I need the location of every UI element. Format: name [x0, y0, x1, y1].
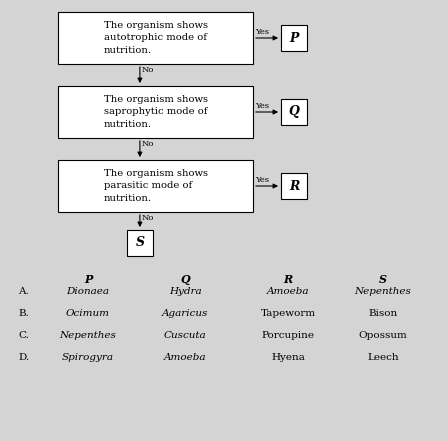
Text: P: P — [289, 31, 299, 45]
Text: B.: B. — [18, 310, 29, 318]
Text: Hydra: Hydra — [169, 288, 201, 296]
Text: Agaricus: Agaricus — [162, 310, 208, 318]
Text: Amoeba: Amoeba — [164, 354, 206, 363]
Text: Bison: Bison — [368, 310, 398, 318]
FancyBboxPatch shape — [58, 160, 253, 212]
Text: The organism shows
autotrophic mode of
nutrition.: The organism shows autotrophic mode of n… — [103, 21, 207, 55]
FancyBboxPatch shape — [58, 12, 253, 64]
Text: Yes: Yes — [255, 28, 269, 36]
Text: The organism shows
parasitic mode of
nutrition.: The organism shows parasitic mode of nut… — [103, 169, 207, 203]
Text: D.: D. — [18, 354, 29, 363]
Text: Opossum: Opossum — [359, 332, 407, 340]
Text: Dionaea: Dionaea — [66, 288, 109, 296]
Text: S: S — [135, 236, 144, 250]
Text: P: P — [84, 274, 92, 285]
Text: Cuscuta: Cuscuta — [164, 332, 207, 340]
Text: C.: C. — [18, 332, 29, 340]
Text: Leech: Leech — [367, 354, 399, 363]
Text: No: No — [142, 214, 154, 222]
Text: Yes: Yes — [255, 102, 269, 110]
Text: Q: Q — [180, 274, 190, 285]
Text: S: S — [379, 274, 387, 285]
Text: Q: Q — [289, 105, 299, 119]
Text: R: R — [284, 274, 293, 285]
Text: Yes: Yes — [255, 176, 269, 184]
FancyBboxPatch shape — [58, 86, 253, 138]
Text: No: No — [142, 66, 154, 74]
FancyBboxPatch shape — [281, 173, 307, 199]
FancyBboxPatch shape — [127, 230, 153, 256]
Text: Amoeba: Amoeba — [267, 288, 309, 296]
Text: Spirogyra: Spirogyra — [62, 354, 114, 363]
Text: A.: A. — [18, 288, 29, 296]
Text: Hyena: Hyena — [271, 354, 305, 363]
Text: No: No — [142, 140, 154, 148]
Text: Tapeworm: Tapeworm — [260, 310, 315, 318]
Text: Ocimum: Ocimum — [66, 310, 110, 318]
Text: Nepenthes: Nepenthes — [354, 288, 411, 296]
Text: Porcupine: Porcupine — [262, 332, 314, 340]
FancyBboxPatch shape — [281, 99, 307, 125]
Text: The organism shows
saprophytic mode of
nutrition.: The organism shows saprophytic mode of n… — [103, 95, 207, 129]
Text: Nepenthes: Nepenthes — [60, 332, 116, 340]
FancyBboxPatch shape — [281, 25, 307, 51]
Text: R: R — [289, 179, 299, 193]
